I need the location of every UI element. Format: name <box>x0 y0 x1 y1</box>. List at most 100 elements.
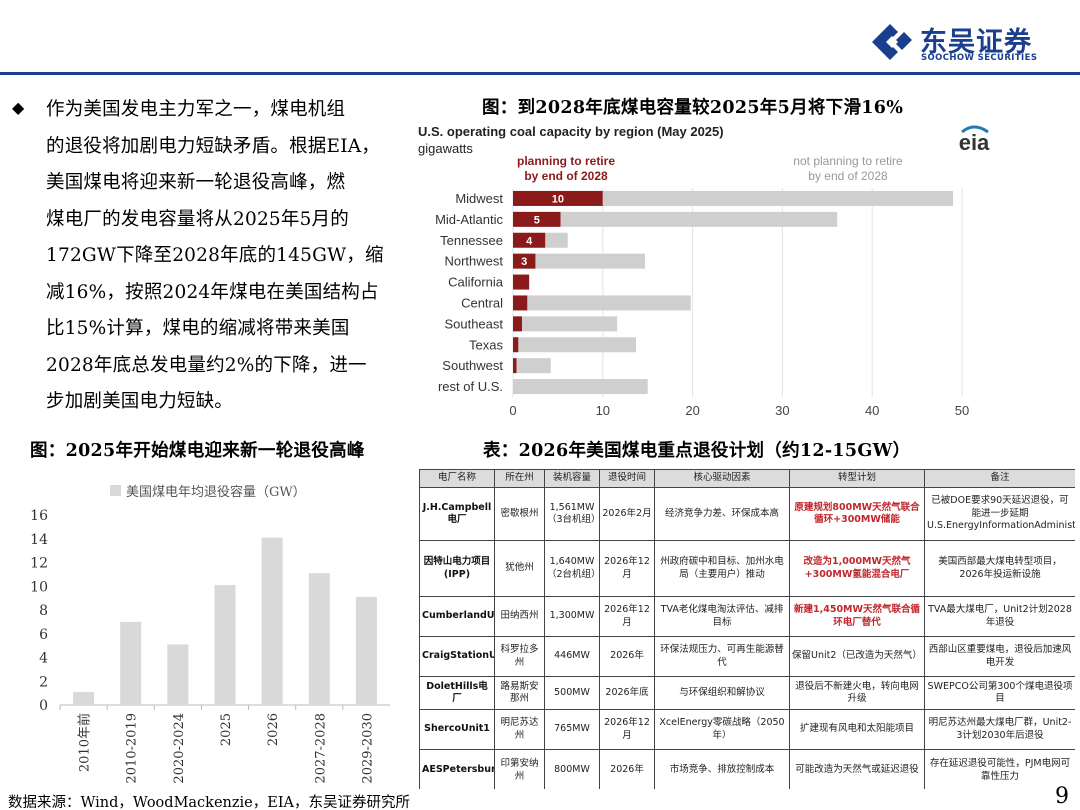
bullet-line: 2028年底总发电量约2%的下降，进一 <box>46 354 367 376</box>
retirement-bar <box>308 573 330 705</box>
legend-retire-line1: planning to retire <box>517 154 615 168</box>
figure-title-capacity: 图：到2028年底煤电容量较2025年5月将下滑16% <box>482 98 904 118</box>
bullet-line: 172GW下降至2028年底的145GW，缩 <box>46 245 384 266</box>
company-logo: 东吴证券 SOOCHOW SECURITIES <box>868 18 1058 66</box>
table-cell-time: 2026年底 <box>599 676 655 710</box>
table-cell-driver: 环保法规压力、可再生能源替代 <box>654 636 790 677</box>
table-row: AESPetersburgUnits3&4印第安纳州800MW2026年市场竞争… <box>419 749 1075 789</box>
table-header-cell: 核心驱动因素 <box>654 469 790 488</box>
retirement-bar <box>355 596 377 705</box>
not-retire-bar <box>513 379 648 395</box>
table-cell-state: 路易斯安那州 <box>494 676 545 710</box>
region-label: Mid-Atlantic <box>435 212 503 227</box>
eia-chart-unit: gigawatts <box>418 141 473 156</box>
table-cell-time: 2026年 <box>599 636 655 677</box>
retirement-bar <box>167 644 189 705</box>
x-category-label: 2027-2028 <box>313 713 328 784</box>
table-cell-plant: CraigStationUnit1 <box>419 636 495 677</box>
table-cell-time: 2026年12月 <box>599 540 655 597</box>
table-header-cell: 装机容量 <box>544 469 600 488</box>
table-cell-plan: 新建1,450MW天然气联合循环电厂替代 <box>789 596 925 637</box>
not-retire-bar <box>527 295 691 311</box>
x-category-label: 2026 <box>266 713 281 746</box>
y-tick-label: 16 <box>30 508 48 524</box>
not-retire-bar <box>602 190 954 206</box>
region-label: Central <box>461 295 503 310</box>
table-cell-time: 2026年2月 <box>599 487 655 541</box>
table-cell-capacity: 1,640MW（2台机组） <box>544 540 600 597</box>
soochow-logo-icon <box>872 24 912 60</box>
retirement-bar <box>214 585 236 705</box>
table-cell-capacity: 500MW <box>544 676 600 710</box>
table-cell-state: 犹他州 <box>494 540 545 597</box>
table-header-cell: 退役时间 <box>599 469 655 488</box>
y-tick-label: 2 <box>39 674 48 690</box>
y-tick-label: 6 <box>39 627 48 643</box>
retire-bar <box>513 232 546 248</box>
x-tick-label: 50 <box>955 403 969 418</box>
bullet-line: 步加剧美国电力短缺。 <box>46 391 234 412</box>
table-title-retirement-plan: 表：2026年美国煤电重点退役计划（约12-15GW） <box>483 441 911 461</box>
table-header-cell: 所在州 <box>494 469 545 488</box>
legend-label: 美国煤电年均退役容量（GW） <box>126 484 306 500</box>
table-cell-note: 西部山区重要煤电，退役后加速风电开发 <box>924 636 1075 677</box>
table-cell-driver: XcelEnergy零碳战略（2050年） <box>654 709 790 750</box>
retirement-bar <box>120 621 142 705</box>
eia-logo-arc <box>961 125 989 134</box>
bullet-line: 的退役将加剧电力短缺矛盾。根据EIA， <box>46 135 380 157</box>
table-cell-plan: 保留Unit2（已改造为天然气） <box>789 636 925 677</box>
region-label: Northwest <box>444 254 503 269</box>
table-row: CumberlandUnit1田纳西州1,300MW2026年12月TVA老化煤… <box>419 596 1075 637</box>
company-name-cn: 东吴证券 <box>920 27 1032 58</box>
table-cell-note: 已被DOE要求90天延迟退役，可能进一步延期U.S.EnergyInformat… <box>924 487 1075 541</box>
y-tick-label: 10 <box>30 579 48 595</box>
y-tick-label: 0 <box>39 698 48 714</box>
eia-logo-icon: eia <box>959 130 990 155</box>
not-retire-bar <box>535 253 646 269</box>
company-name-en: SOOCHOW SECURITIES <box>921 53 1038 63</box>
legend-swatch <box>110 485 121 496</box>
retire-bar <box>513 274 530 290</box>
table-cell-plant: AESPetersburgUnits3&4 <box>419 749 495 789</box>
bullet-line: 煤电厂的发电容量将从2025年5月的 <box>46 208 349 230</box>
retire-value-label: 10 <box>552 193 564 205</box>
not-retire-bar <box>518 337 637 353</box>
region-label: California <box>448 275 504 290</box>
table-cell-plan: 可能改造为天然气或延迟退役 <box>789 749 925 789</box>
legend-retire-line2: by end of 2028 <box>524 169 608 183</box>
table-cell-note: TVA最大煤电厂，Unit2计划2028年退役 <box>924 596 1075 637</box>
x-category-label: 2010-2019 <box>125 713 140 784</box>
retire-bar <box>513 358 517 374</box>
table-header-cell: 备注 <box>924 469 1075 488</box>
not-retire-bar <box>560 211 838 227</box>
retire-bar <box>513 295 528 311</box>
retirement-bar <box>261 537 283 705</box>
table-cell-capacity: 765MW <box>544 709 600 750</box>
table-cell-plan: 扩建现有风电和太阳能项目 <box>789 709 925 750</box>
bullet-text: 作为美国发电主力军之一，煤电机组 的退役将加剧电力短缺矛盾。根据EIA， 美国煤电将… <box>46 92 401 421</box>
x-category-label: 2029-2030 <box>360 713 375 784</box>
retirement-bar <box>73 691 95 705</box>
bullet-line: 作为美国发电主力军之一，煤电机组 <box>46 99 346 120</box>
annual-retirement-chart: 美国煤电年均退役容量（GW） 0 2 4 6 8 10 12 14 16 2010年前 2010-… <box>30 484 390 784</box>
retire-bar <box>513 190 603 206</box>
table-cell-time: 2026年 <box>599 749 655 789</box>
x-tick-label: 20 <box>685 403 699 418</box>
x-tick-label: 40 <box>865 403 879 418</box>
region-label: Midwest <box>455 191 503 206</box>
table-cell-driver: TVA老化煤电淘汰评估、减排目标 <box>654 596 790 637</box>
table-cell-driver: 州政府碳中和目标、加州水电局（主要用户）推动 <box>654 540 790 597</box>
table-cell-plant: DoletHills电厂 <box>419 676 495 710</box>
not-retire-bar <box>516 358 551 374</box>
retire-bar <box>513 253 536 269</box>
table-row: CraigStationUnit1科罗拉多州446MW2026年环保法规压力、可… <box>419 636 1075 677</box>
table-row: ShercoUnit1 明尼苏达州 765MW 2026年12月 XcelEnergy零… <box>419 709 1075 750</box>
eia-chart-title: U.S. operating coal capacity by region (… <box>418 124 724 139</box>
y-tick-label: 8 <box>39 603 48 619</box>
table-cell-plan: 退役后不新建火电，转向电网升级 <box>789 676 925 710</box>
table-row: 因特山电力项目(IPP) 犹他州 1,640MW（2台机组） 2026年12月 州政府碳… <box>419 540 1075 597</box>
table-cell-plant: J.H.Campbell电厂 <box>419 487 495 541</box>
region-label: rest of U.S. <box>438 379 503 394</box>
region-label: Southeast <box>444 316 503 331</box>
figure-title-retirement: 图：2025年开始煤电迎来新一轮退役高峰 <box>30 441 365 461</box>
